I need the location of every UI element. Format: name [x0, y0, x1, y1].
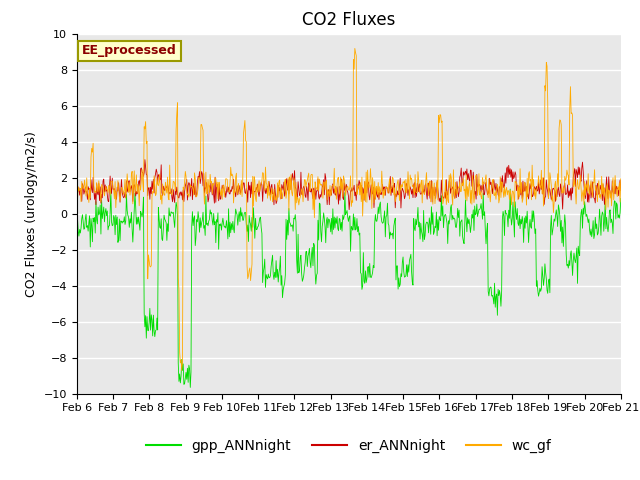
Legend: gpp_ANNnight, er_ANNnight, wc_gf: gpp_ANNnight, er_ANNnight, wc_gf: [140, 433, 557, 459]
gpp_ANNnight: [506, 186, 514, 192]
er_ANNnight: [73, 177, 81, 182]
gpp_ANNnight: [237, 213, 245, 219]
gpp_ANNnight: [406, 258, 413, 264]
Title: CO2 Fluxes: CO2 Fluxes: [302, 11, 396, 29]
gpp_ANNnight: [617, 195, 625, 201]
gpp_ANNnight: [73, 225, 81, 231]
gpp_ANNnight: [186, 384, 194, 390]
gpp_ANNnight: [436, 216, 444, 222]
wc_gf: [137, 187, 145, 193]
Line: gpp_ANNnight: gpp_ANNnight: [77, 189, 621, 387]
wc_gf: [351, 46, 358, 51]
gpp_ANNnight: [285, 205, 292, 211]
Y-axis label: CO2 Fluxes (urology/m2/s): CO2 Fluxes (urology/m2/s): [25, 131, 38, 297]
wc_gf: [178, 368, 186, 373]
er_ANNnight: [137, 166, 145, 172]
er_ANNnight: [437, 199, 445, 204]
Line: er_ANNnight: er_ANNnight: [77, 159, 621, 210]
er_ANNnight: [406, 184, 414, 190]
gpp_ANNnight: [264, 271, 272, 277]
er_ANNnight: [237, 181, 245, 187]
er_ANNnight: [617, 188, 625, 193]
Text: EE_processed: EE_processed: [82, 44, 177, 58]
wc_gf: [237, 178, 245, 183]
er_ANNnight: [346, 207, 353, 213]
wc_gf: [285, 207, 292, 213]
wc_gf: [617, 176, 625, 181]
er_ANNnight: [141, 156, 148, 162]
er_ANNnight: [264, 187, 272, 193]
wc_gf: [437, 112, 445, 118]
wc_gf: [406, 172, 414, 178]
wc_gf: [73, 194, 81, 200]
er_ANNnight: [285, 191, 292, 197]
gpp_ANNnight: [137, 208, 145, 214]
Line: wc_gf: wc_gf: [77, 48, 621, 371]
wc_gf: [264, 179, 272, 184]
